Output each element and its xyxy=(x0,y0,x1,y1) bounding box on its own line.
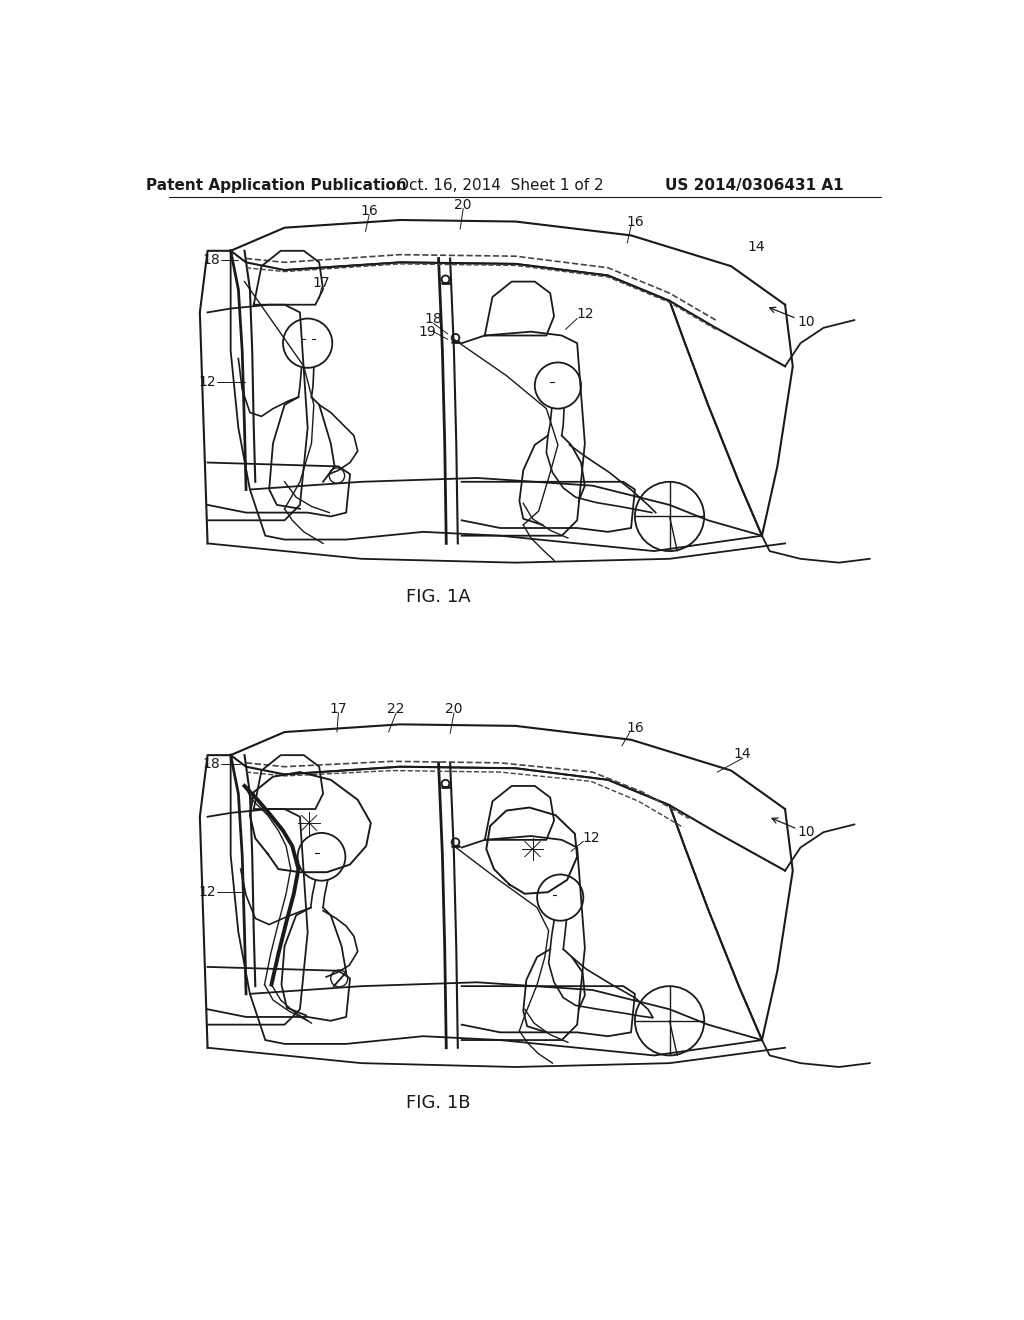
Text: 22: 22 xyxy=(387,702,404,715)
Text: 18: 18 xyxy=(203,758,220,771)
Text: FIG. 1A: FIG. 1A xyxy=(407,589,471,606)
Text: 19: 19 xyxy=(418,325,436,339)
Text: Oct. 16, 2014  Sheet 1 of 2: Oct. 16, 2014 Sheet 1 of 2 xyxy=(397,178,603,193)
Text: 12: 12 xyxy=(583,832,600,845)
Text: US 2014/0306431 A1: US 2014/0306431 A1 xyxy=(665,178,844,193)
Text: 17: 17 xyxy=(312,276,331,290)
Text: 20: 20 xyxy=(445,702,463,715)
Text: 10: 10 xyxy=(798,314,815,329)
Text: 16: 16 xyxy=(626,721,644,735)
Text: 12: 12 xyxy=(199,886,216,899)
Text: 17: 17 xyxy=(330,702,347,715)
Text: 12: 12 xyxy=(577,308,594,321)
Text: 18: 18 xyxy=(424,312,442,326)
Text: FIG. 1B: FIG. 1B xyxy=(407,1094,471,1113)
Text: 16: 16 xyxy=(360,203,378,218)
Text: 12: 12 xyxy=(199,375,216,388)
Text: 18: 18 xyxy=(203,253,220,267)
Text: 20: 20 xyxy=(455,198,472,211)
Text: Patent Application Publication: Patent Application Publication xyxy=(146,178,408,193)
Text: 14: 14 xyxy=(746,240,765,253)
Text: 10: 10 xyxy=(798,825,815,840)
Text: 16: 16 xyxy=(626,215,644,228)
Text: 14: 14 xyxy=(734,747,752,760)
